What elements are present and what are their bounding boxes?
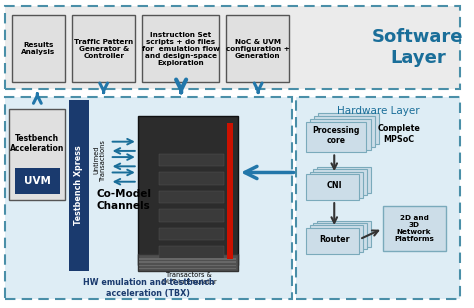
Bar: [15, 168, 60, 194]
Bar: [139, 265, 236, 266]
Bar: [296, 97, 460, 299]
Bar: [310, 225, 363, 252]
Bar: [306, 122, 366, 152]
Bar: [12, 15, 65, 82]
Bar: [5, 6, 460, 89]
Bar: [159, 209, 224, 222]
Bar: [306, 228, 359, 254]
Bar: [159, 246, 224, 259]
Bar: [317, 221, 371, 247]
Text: Testbench
Acceleration: Testbench Acceleration: [10, 134, 64, 153]
Text: Instruction Set
scripts + do files
for  emulation flow
and design-space
Explorat: Instruction Set scripts + do files for e…: [142, 31, 220, 66]
Text: UVM: UVM: [24, 176, 51, 186]
Bar: [313, 169, 367, 195]
Text: Complete
MPSoC: Complete MPSoC: [378, 124, 420, 144]
Text: Co-Model
Channels: Co-Model Channels: [96, 189, 151, 211]
Text: Processing
core: Processing core: [312, 126, 360, 145]
Bar: [139, 268, 236, 269]
Bar: [319, 113, 379, 144]
Bar: [139, 258, 236, 260]
Text: Testbench Xpress: Testbench Xpress: [74, 145, 83, 225]
Bar: [159, 154, 224, 166]
Text: 2D and
3D
Network
Platforms: 2D and 3D Network Platforms: [394, 215, 434, 242]
Bar: [159, 172, 224, 185]
Text: Results
Analysis: Results Analysis: [21, 42, 55, 55]
Text: Untimed
Transactions: Untimed Transactions: [93, 139, 106, 181]
Text: CNI: CNI: [327, 181, 342, 190]
Bar: [317, 167, 371, 193]
Bar: [69, 100, 89, 271]
Bar: [228, 123, 233, 259]
Bar: [383, 206, 446, 251]
Text: HW emulation and testbench
acceleration (TBX): HW emulation and testbench acceleration …: [82, 278, 214, 298]
Text: Software
Layer: Software Layer: [372, 28, 464, 67]
Bar: [159, 191, 224, 203]
Bar: [5, 97, 292, 299]
Text: Transactors &
DUT in Emulator: Transactors & DUT in Emulator: [162, 272, 216, 285]
Bar: [306, 174, 359, 200]
Bar: [313, 223, 367, 249]
Bar: [227, 15, 290, 82]
Text: Hardware Layer: Hardware Layer: [337, 106, 419, 116]
Bar: [310, 172, 363, 198]
Text: NoC & UVM
configuration +
Generation: NoC & UVM configuration + Generation: [226, 38, 290, 59]
Bar: [73, 15, 136, 82]
Text: Router: Router: [319, 235, 349, 244]
Bar: [139, 261, 236, 263]
Text: Traffic Pattern
Generator &
Controller: Traffic Pattern Generator & Controller: [74, 38, 134, 59]
Bar: [314, 116, 375, 147]
Bar: [310, 119, 371, 150]
Bar: [159, 228, 224, 240]
Bar: [138, 116, 238, 265]
Bar: [138, 254, 238, 271]
Bar: [9, 109, 65, 200]
Bar: [142, 15, 219, 82]
